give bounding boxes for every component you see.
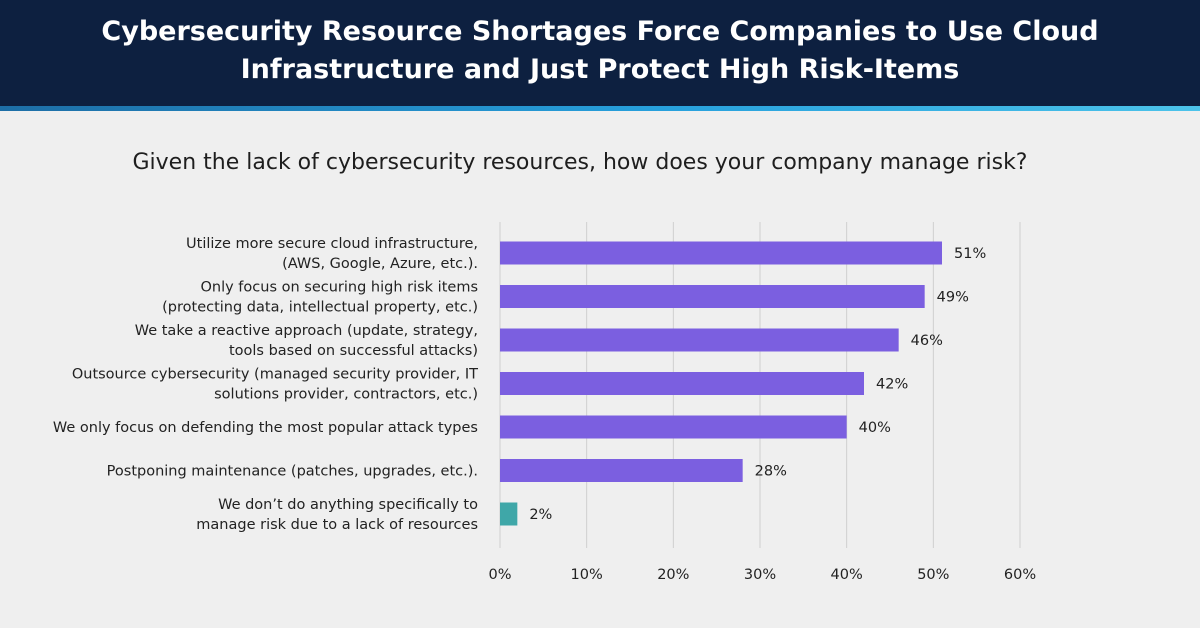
category-label: Outsource cybersecurity (managed securit… xyxy=(72,367,478,403)
x-tick-label: 30% xyxy=(744,567,776,583)
header-banner: Cybersecurity Resource Shortages Force C… xyxy=(0,0,1200,106)
header-accent-stripe xyxy=(0,106,1200,111)
category-label: Utilize more secure cloud infrastructure… xyxy=(186,236,478,272)
x-axis-ticks: 0% 10% 20% 30% 40% 50% 60% xyxy=(488,567,1036,583)
bar xyxy=(500,285,925,308)
category-label: Postponing maintenance (patches, upgrade… xyxy=(107,464,478,480)
bar xyxy=(500,372,864,395)
category-labels: Utilize more secure cloud infrastructure… xyxy=(53,236,478,533)
x-tick-label: 60% xyxy=(1004,567,1036,583)
x-tick-label: 10% xyxy=(571,567,603,583)
category-label: We only focus on defending the most popu… xyxy=(53,420,478,436)
x-tick-label: 0% xyxy=(488,567,511,583)
x-tick-label: 50% xyxy=(917,567,949,583)
bar xyxy=(500,328,899,352)
x-tick-label: 40% xyxy=(831,567,863,583)
value-label: 51% xyxy=(954,246,986,262)
bar xyxy=(500,502,518,526)
bar xyxy=(500,241,942,265)
bar xyxy=(500,415,847,439)
chart-title: Given the lack of cybersecurity resource… xyxy=(132,150,1028,175)
category-label: Only focus on securing high risk items (p… xyxy=(162,280,478,316)
bars xyxy=(500,241,942,526)
category-label: We take a reactive approach (update, str… xyxy=(135,323,478,359)
page-title: Cybersecurity Resource Shortages Force C… xyxy=(101,16,1099,85)
value-label: 40% xyxy=(859,420,891,436)
value-label: 2% xyxy=(529,507,552,523)
value-label: 28% xyxy=(755,464,787,480)
value-label: 46% xyxy=(911,333,943,349)
value-label: 42% xyxy=(876,377,908,393)
value-label: 49% xyxy=(937,290,969,306)
category-label: We don’t do anything specifically to mana… xyxy=(196,497,478,533)
value-labels: 51% 49% 46% 42% 40% 28% 2% xyxy=(529,246,986,523)
x-tick-label: 20% xyxy=(657,567,689,583)
bar xyxy=(500,459,743,482)
